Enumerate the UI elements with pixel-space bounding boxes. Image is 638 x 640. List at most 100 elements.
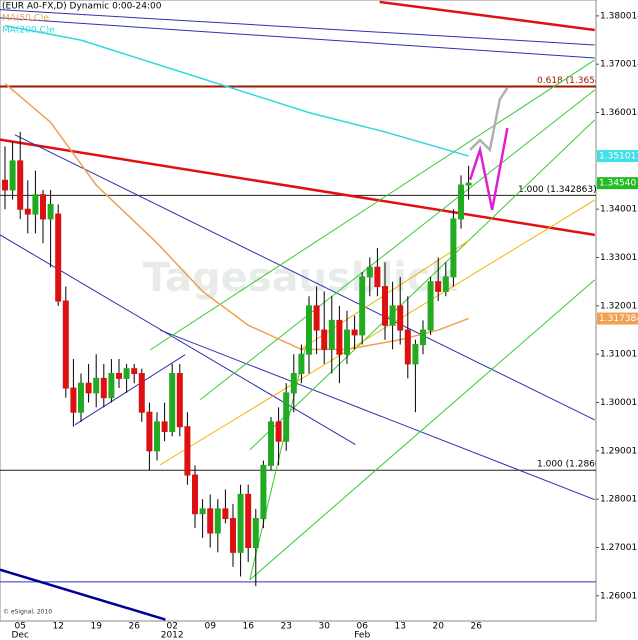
candle-body <box>78 382 84 413</box>
candle-body <box>290 373 297 394</box>
x-tick-label: 02 <box>166 622 177 632</box>
candle-body <box>306 305 312 355</box>
plot: Tagesausblick 0.618 (1.3654 1.000 (1.3428… <box>0 0 601 621</box>
candle-body <box>123 368 130 379</box>
trend-line <box>468 127 509 210</box>
x-tick-label: 26 <box>128 622 140 632</box>
y-tick-label: 1.340013 <box>600 205 638 215</box>
candle-body <box>169 373 176 433</box>
x-tick-label: 06 <box>356 622 368 632</box>
candle-body <box>465 182 472 186</box>
price-tag <box>597 150 638 163</box>
y-tick-label: 1.310013 <box>600 350 638 360</box>
trend-line <box>249 279 596 581</box>
candle-body <box>230 518 236 553</box>
candle-body <box>359 276 366 336</box>
y-tick-label: 1.320013 <box>600 301 638 311</box>
x-tick-label: 13 <box>394 622 405 632</box>
trend-line <box>0 9 595 46</box>
y-tick-label: 1.270013 <box>600 543 638 553</box>
x-tick-label: 09 <box>204 622 216 632</box>
price-tag-label: 1.317384 <box>599 314 638 324</box>
y-tick-label: 1.370014 <box>600 60 638 70</box>
candle-body <box>24 208 31 215</box>
trend-line <box>0 138 595 237</box>
candle-body <box>207 508 214 534</box>
y-tick-label: 1.300013 <box>600 398 638 408</box>
trend-line <box>14 134 595 421</box>
x-tick-label: 26 <box>470 622 482 632</box>
candle-body <box>161 421 168 433</box>
candle-body <box>32 194 39 215</box>
candle-body <box>275 421 282 442</box>
trend-line <box>0 17 595 59</box>
trend-line <box>379 0 595 32</box>
candle-body <box>298 353 305 375</box>
candle-body <box>176 373 183 428</box>
candle-body <box>450 218 457 278</box>
candle-body <box>268 421 274 466</box>
trend-line <box>74 354 186 426</box>
x-group-label: Feb <box>354 631 370 640</box>
candle-body <box>344 329 350 355</box>
price-tag <box>597 177 638 190</box>
line-label: 1.000 (1.342863) <box>518 185 597 195</box>
candle-body <box>313 305 320 331</box>
x-group-label: Dec <box>11 631 28 640</box>
candle-body <box>138 373 145 413</box>
candle-body <box>412 344 419 365</box>
x-tick-label: 12 <box>52 622 63 632</box>
candle-body <box>260 464 267 520</box>
plot-area <box>0 0 597 622</box>
credit: © eSignal, 2010 <box>3 609 52 616</box>
x-tick-label: 16 <box>242 622 254 632</box>
candle-body <box>9 160 16 191</box>
candle-body <box>2 179 8 191</box>
candle-body <box>70 387 77 413</box>
candle-body <box>252 518 259 549</box>
trend-line <box>149 59 596 351</box>
x-tick-label: 05 <box>14 622 25 632</box>
candle-body <box>389 305 396 326</box>
candle-body <box>192 474 198 515</box>
y-tick-label: 1.330013 <box>600 253 638 263</box>
candle-body <box>116 373 122 379</box>
y-tick-label: 1.290013 <box>600 446 638 456</box>
candle-body <box>351 329 358 336</box>
candle-body <box>336 319 343 355</box>
candle-body <box>222 508 229 520</box>
price-tag <box>597 312 638 325</box>
candle-body <box>108 373 115 399</box>
candle-body <box>214 508 221 534</box>
trend-line <box>159 329 595 501</box>
ma-line <box>4 83 469 351</box>
candle-body <box>458 184 464 220</box>
x-tick-label: 23 <box>280 622 291 632</box>
candle-body <box>435 281 442 292</box>
candle-body <box>40 194 46 220</box>
y-tick-label: 1.260013 <box>600 591 638 601</box>
candle-body <box>321 329 328 350</box>
candle-body <box>420 329 426 346</box>
watermark: Tagesausblick <box>143 255 459 301</box>
x-tick-label: 20 <box>432 622 444 632</box>
line-label: 1.000 (1.2860 <box>537 460 601 470</box>
trend-line <box>249 119 596 451</box>
candle-body <box>382 286 388 326</box>
trend-line <box>200 89 596 401</box>
candle-body <box>245 493 252 549</box>
candle-body <box>237 493 244 553</box>
candle-body <box>328 319 335 350</box>
y-tick-label: 1.360014 <box>600 108 638 118</box>
trend-line <box>0 568 166 621</box>
chart-title: (EUR A0-FX,D) Dynamic 0:00-24:00 <box>2 2 162 12</box>
candle-body <box>100 377 107 399</box>
x-tick-label: 19 <box>90 622 102 632</box>
candle-body <box>93 377 100 394</box>
candle-body <box>366 266 373 278</box>
candle-body <box>283 392 290 442</box>
trend-line <box>469 87 509 153</box>
legend-entry: MA(50,C)e <box>2 14 50 24</box>
